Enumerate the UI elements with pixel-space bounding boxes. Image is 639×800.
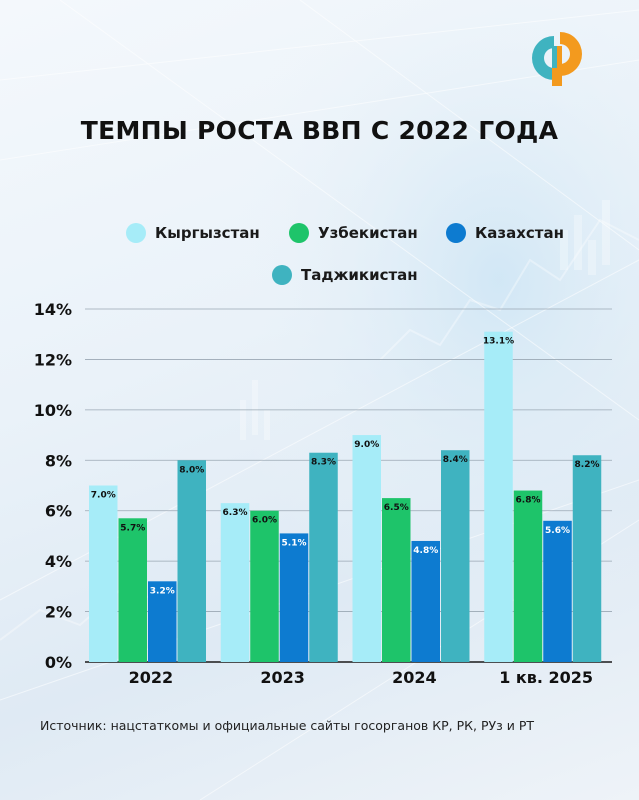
y-tick-label: 10% <box>34 401 72 420</box>
bar <box>572 455 602 662</box>
legend-swatch <box>126 223 146 243</box>
bar <box>352 435 381 662</box>
bar <box>382 498 411 662</box>
y-tick-label: 12% <box>34 350 72 369</box>
x-tick-label: 1 кв. 2025 <box>499 668 593 687</box>
bar <box>118 518 147 662</box>
bar <box>513 490 543 662</box>
data-label: 5.6% <box>545 526 570 536</box>
data-label: 3.2% <box>150 586 175 596</box>
bar <box>279 533 309 662</box>
data-label: 5.1% <box>282 538 307 548</box>
y-tick-label: 14% <box>34 300 72 319</box>
bar <box>411 540 440 662</box>
legend-item-kazakhstan: Казахстан <box>446 221 564 245</box>
legend-swatch <box>272 265 292 285</box>
data-label: 8.2% <box>575 460 600 470</box>
bar <box>543 520 572 662</box>
y-tick-label: 6% <box>45 502 72 521</box>
data-label: 13.1% <box>483 337 514 347</box>
data-label: 6.0% <box>252 516 277 526</box>
bar <box>89 485 118 662</box>
data-label: 8.4% <box>443 455 468 465</box>
bar <box>484 331 513 662</box>
data-label: 7.0% <box>91 491 116 501</box>
brand-logo <box>532 32 582 86</box>
legend-item-uzbekistan: Узбекистан <box>289 221 418 245</box>
bar <box>250 510 279 662</box>
x-tick-label: 2024 <box>392 668 437 687</box>
data-label: 6.3% <box>223 508 248 518</box>
legend-item-kyrgyzstan: Кыргызстан <box>126 221 260 245</box>
data-label: 5.7% <box>120 523 145 533</box>
legend-label: Узбекистан <box>318 224 418 242</box>
x-tick-label: 2023 <box>260 668 305 687</box>
y-tick-label: 8% <box>45 451 72 470</box>
data-label: 9.0% <box>354 440 379 450</box>
legend-label: Таджикистан <box>301 266 418 284</box>
data-label: 6.5% <box>384 503 409 513</box>
legend-item-tajikistan: Таджикистан <box>272 263 418 287</box>
x-tick-label: 2022 <box>129 668 174 687</box>
bar <box>177 460 206 662</box>
bar <box>309 452 338 662</box>
legend-label: Кыргызстан <box>155 224 260 242</box>
data-label: 6.8% <box>516 496 541 506</box>
y-tick-label: 2% <box>45 603 72 622</box>
chart-title: ТЕМПЫ РОСТА ВВП С 2022 ГОДА <box>80 116 559 145</box>
y-tick-label: 4% <box>45 552 72 571</box>
data-label: 4.8% <box>413 546 438 556</box>
y-tick-label: 0% <box>45 653 72 672</box>
source-note: Источник: нацстаткомы и официальные сайт… <box>40 718 534 733</box>
data-label: 8.3% <box>311 458 336 468</box>
bar <box>441 450 470 662</box>
data-label: 8.0% <box>179 465 204 475</box>
legend-swatch <box>289 223 309 243</box>
legend-label: Казахстан <box>475 224 564 242</box>
bar <box>148 581 177 662</box>
bar <box>220 503 250 662</box>
legend-swatch <box>446 223 466 243</box>
